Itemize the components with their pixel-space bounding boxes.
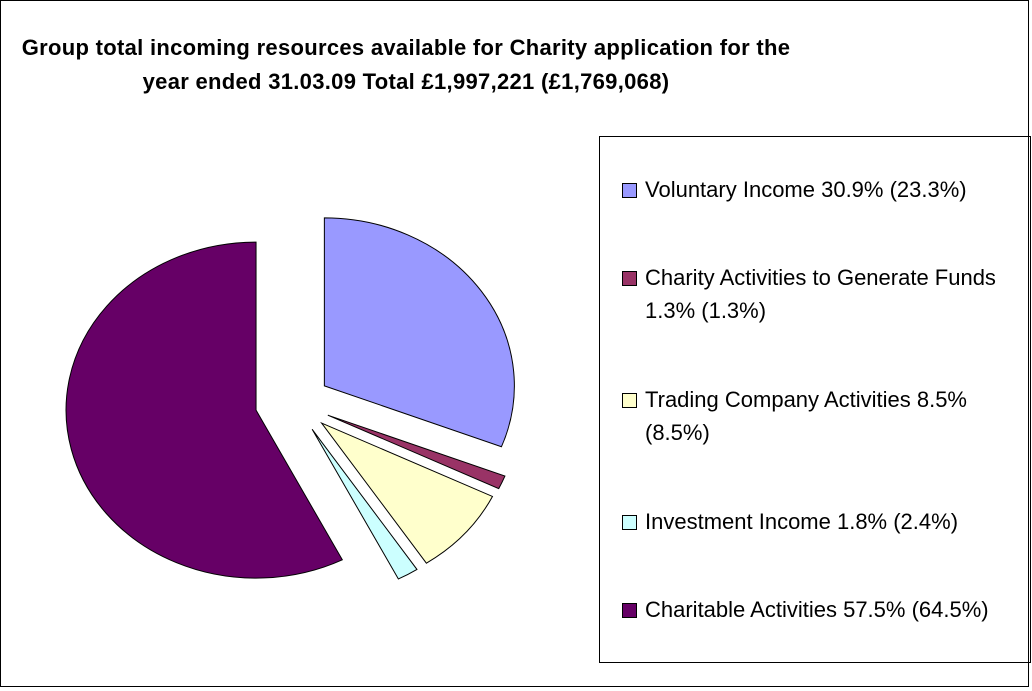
pie-slice [327,414,506,490]
pie-slice [323,217,515,448]
pie-slice [311,428,418,580]
legend-entry: Voluntary Income 30.9% (23.3%) [622,173,1030,206]
legend-swatch [622,271,637,287]
legend-label: Trading Company Activities 8.5% (8.5%) [645,386,967,445]
legend-label: Charity Activities to Generate Funds 1.3… [645,265,996,324]
legend-label: Voluntary Income 30.9% (23.3%) [645,176,967,202]
legend-label: Charitable Activities 57.5% (64.5%) [645,597,989,623]
legend-swatch [622,182,637,198]
pie-slice [65,241,344,579]
pie [65,217,515,580]
legend-swatch [622,603,637,619]
legend-entry: Charity Activities to Generate Funds 1.3… [622,261,1030,327]
legend-entry: Investment Income 1.8% (2.4%) [622,505,1030,538]
legend-label: Investment Income 1.8% (2.4%) [645,508,959,534]
legend: Voluntary Income 30.9% (23.3%) Charity Ac… [599,136,1031,663]
legend-entry: Charitable Activities 57.5% (64.5%) [622,593,1030,626]
legend-entry: Trading Company Activities 8.5% (8.5%) [622,383,1030,449]
pie-slice [320,421,494,564]
legend-swatch [622,392,637,408]
chart-title: Group total incoming resources available… [21,35,791,94]
legend-swatch [622,514,637,530]
